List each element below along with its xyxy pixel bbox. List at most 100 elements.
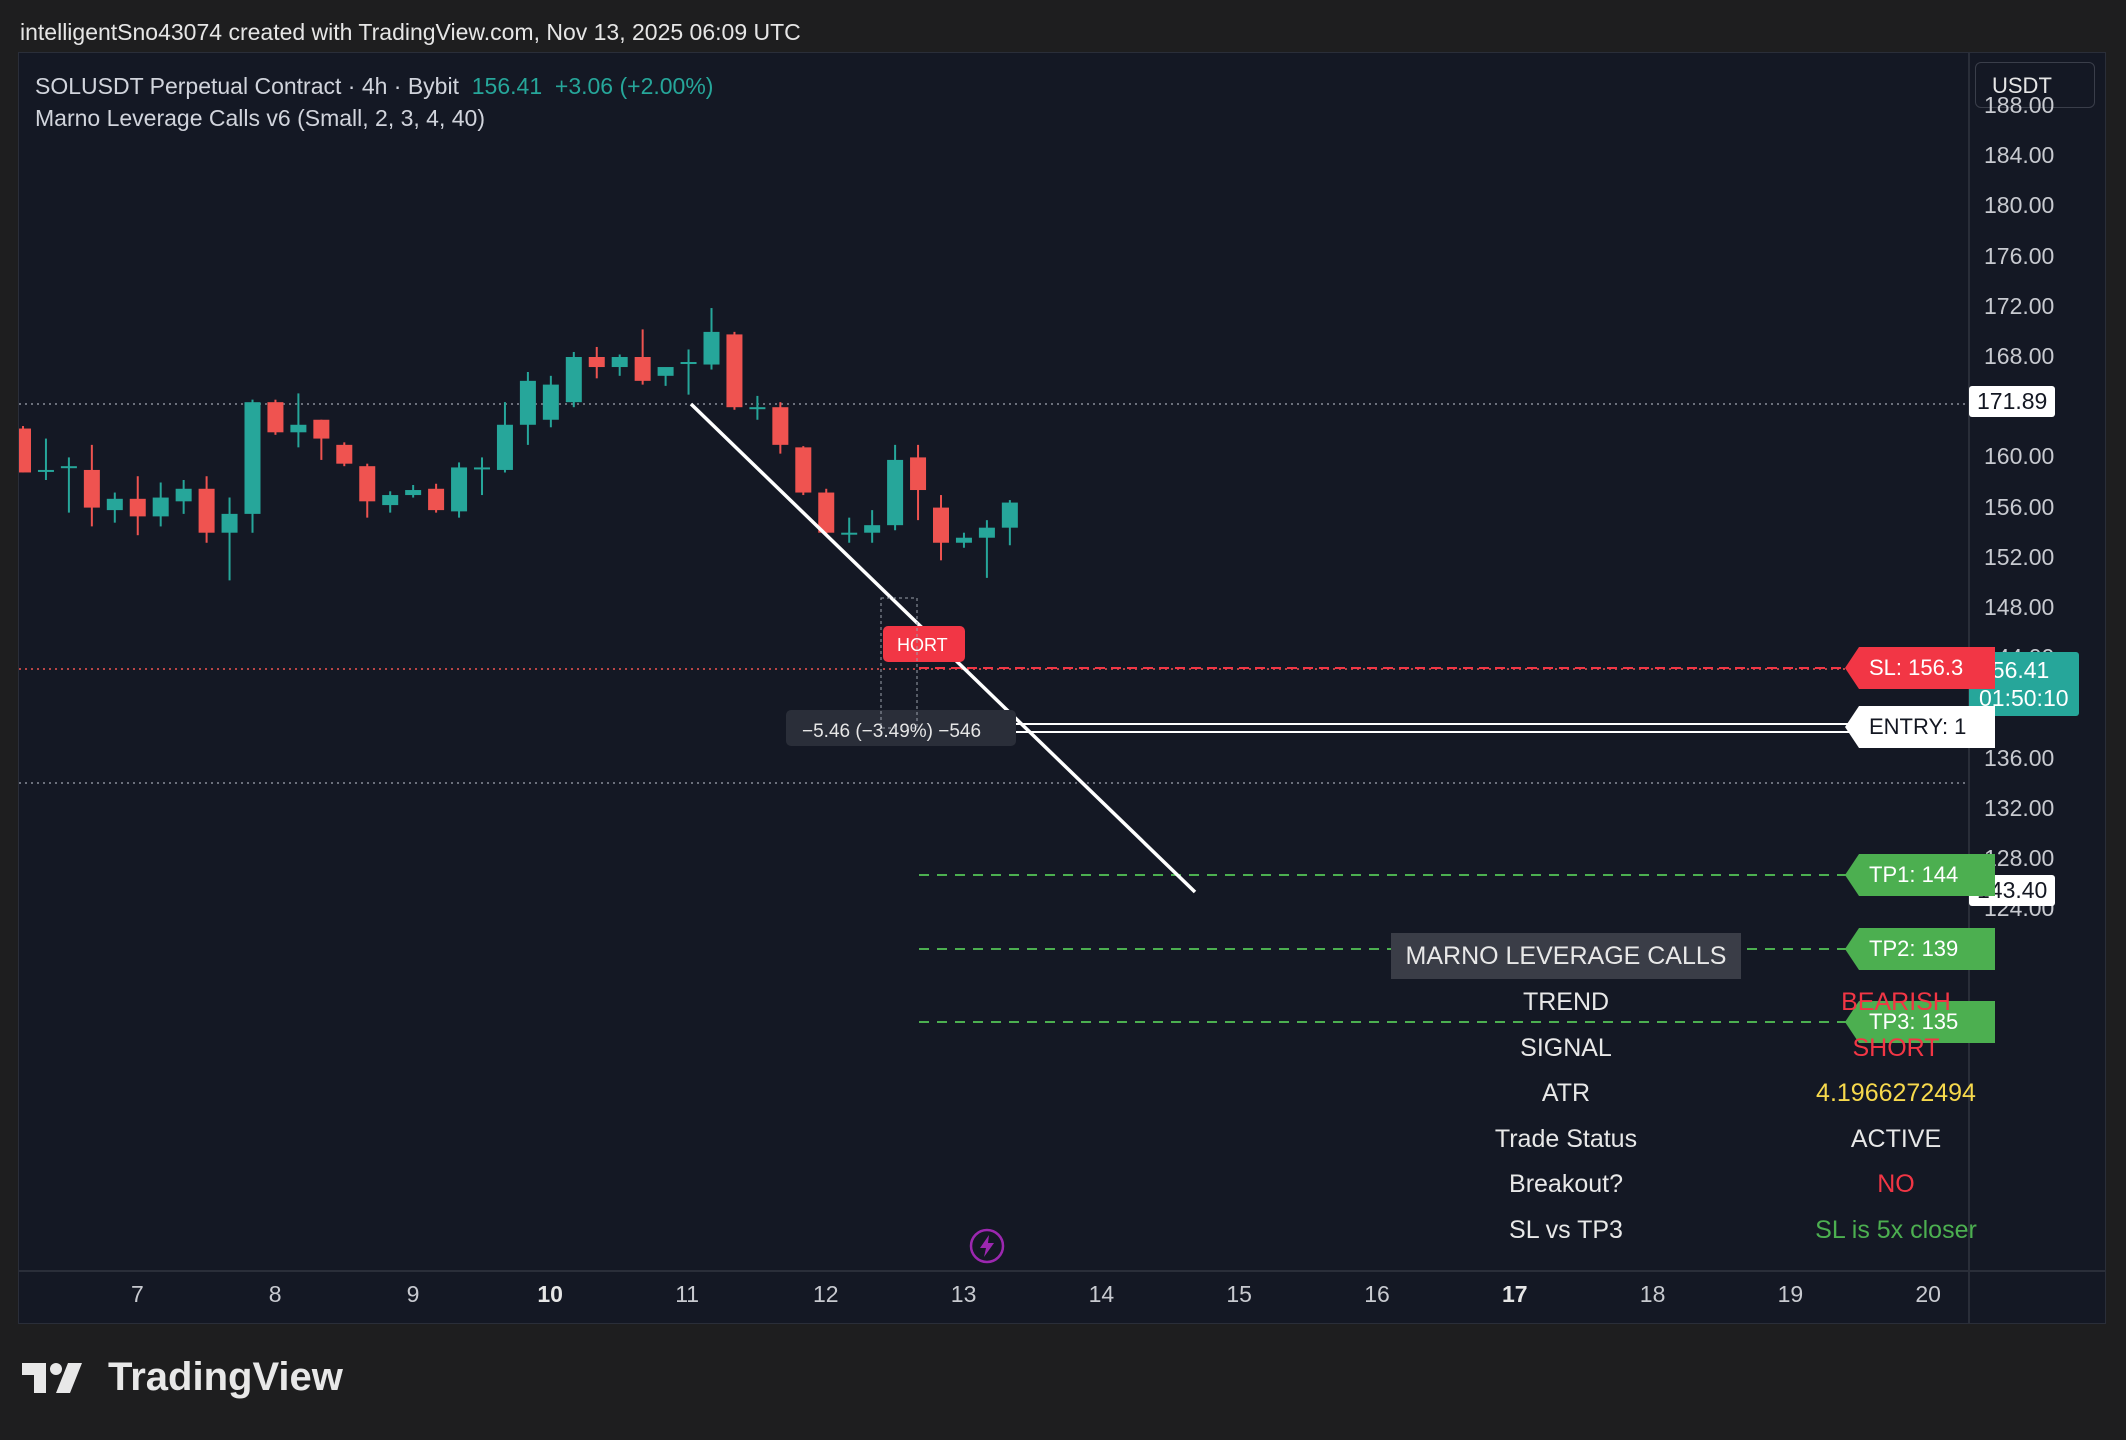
candle-body xyxy=(818,492,835,533)
candle-body xyxy=(680,362,697,365)
candle-body xyxy=(451,467,468,512)
info-table-row: TREND BEARISH xyxy=(1391,988,2011,1028)
candle-body xyxy=(795,447,812,493)
candle-body xyxy=(37,469,54,472)
date-axis-label: 16 xyxy=(1364,1281,1390,1307)
info-row-key: Breakout? xyxy=(1509,1170,1623,1198)
tradingview-logo[interactable]: TradingView xyxy=(22,1355,343,1400)
indicator-legend[interactable]: Marno Leverage Calls v6 (Small, 2, 3, 4,… xyxy=(35,105,485,131)
candle-body xyxy=(519,380,536,425)
candle-body xyxy=(106,498,123,511)
price-axis-label: 160.00 xyxy=(1984,443,2055,470)
tradingview-wordmark: TradingView xyxy=(108,1355,343,1399)
date-axis-label: 14 xyxy=(1088,1281,1115,1307)
date-axis-label: 10 xyxy=(537,1281,563,1307)
date-axis-label: 12 xyxy=(813,1281,839,1307)
chart-caption: intelligentSno43074 created with Trading… xyxy=(20,19,801,45)
sl-label: SL: 156.3 xyxy=(1845,647,1995,689)
candle-body xyxy=(910,457,927,491)
currency-selector[interactable]: USDT xyxy=(1975,62,2095,108)
price-axis-label: 172.00 xyxy=(1984,292,2055,319)
symbol-legend[interactable]: SOLUSDT Perpetual Contract · 4h · Bybit … xyxy=(35,73,713,100)
date-axis-label: 18 xyxy=(1639,1281,1666,1307)
candle-body xyxy=(565,357,582,403)
info-row-value: ACTIVE xyxy=(1850,1124,1942,1153)
date-axis-label: 11 xyxy=(675,1281,700,1307)
info-row-key: SL vs TP3 xyxy=(1509,1215,1623,1244)
info-row-value: BEARISH xyxy=(1841,988,1951,1016)
price-axis-label: 152.00 xyxy=(1984,543,2055,570)
price-axis-label: 148.00 xyxy=(1984,594,2055,620)
date-axis-label: 9 xyxy=(406,1281,420,1307)
info-row-value: NO xyxy=(1877,1170,1915,1198)
candle-body xyxy=(772,407,789,445)
date-axis-label: 19 xyxy=(1777,1281,1804,1307)
candle-body xyxy=(60,466,77,469)
info-table-row: ATR 4.1966272494 xyxy=(1391,1079,2011,1119)
bolt-icon[interactable] xyxy=(969,1228,1005,1264)
price-axis-label: 168.00 xyxy=(1984,343,2055,369)
info-table-row: SIGNAL SHORT xyxy=(1391,1034,2011,1074)
short-signal-label-bg xyxy=(883,626,965,662)
info-table-title: MARNO LEVERAGE CALLS xyxy=(1391,933,1741,979)
entry-label: ENTRY: 1 xyxy=(1845,706,1995,748)
candle-body xyxy=(198,488,215,533)
price-axis-label: 132.00 xyxy=(1984,794,2055,821)
symbol-name[interactable]: SOLUSDT Perpetual Contract · 4h · Bybit xyxy=(35,73,459,99)
price-axis-label: 156.00 xyxy=(1984,493,2055,520)
price-axis-label: 184.00 xyxy=(1984,142,2055,169)
date-axis-label: 20 xyxy=(1915,1281,1941,1307)
last-price: 156.41 xyxy=(471,73,543,99)
candle-body xyxy=(542,384,559,420)
candle-body xyxy=(657,367,674,376)
info-row-value: 4.1966272494 xyxy=(1816,1079,1976,1107)
candle-body xyxy=(841,532,858,535)
info-row-key: SIGNAL xyxy=(1520,1033,1612,1062)
candle-body xyxy=(382,495,399,506)
info-row-key: ATR xyxy=(1541,1079,1591,1107)
candle-body xyxy=(336,444,353,464)
info-row-value: SL is 5x closer xyxy=(1815,1215,1977,1244)
tp3-label: TP3: 135 xyxy=(1845,1001,1995,1043)
candle-body xyxy=(887,459,904,526)
candle-body xyxy=(749,407,766,410)
candles-group xyxy=(19,308,1018,581)
high-price-tag: 171.89 xyxy=(1969,386,2056,417)
price-change: +3.06 (+2.00%) xyxy=(554,73,714,99)
candle-body xyxy=(703,331,720,365)
candle-body xyxy=(313,419,330,439)
candle-body xyxy=(244,402,261,514)
info-table-row: SL vs TP3 SL is 5x closer xyxy=(1391,1216,2011,1256)
candle-body xyxy=(978,527,995,538)
price-axis-label: 180.00 xyxy=(1984,192,2055,219)
candle-body xyxy=(19,428,31,473)
candle-body xyxy=(267,402,284,433)
candle-body xyxy=(428,488,445,511)
candle-body xyxy=(933,507,949,543)
date-axis-label: 13 xyxy=(950,1281,977,1307)
info-row-value: SHORT xyxy=(1852,1033,1940,1062)
candle-body xyxy=(83,469,100,508)
info-table-row: Breakout? NO xyxy=(1391,1170,2011,1210)
date-axis-label: 15 xyxy=(1226,1281,1252,1307)
price-axis-label: 188.00 xyxy=(1984,92,2055,118)
candle-body xyxy=(588,357,605,368)
info-row-key: TREND xyxy=(1522,988,1610,1016)
candle-body xyxy=(474,467,490,470)
price-chart[interactable]: −5.46 (−3.49%) −546 HORT xyxy=(19,53,2106,1324)
price-axis-label: 128.00 xyxy=(1984,845,2055,871)
candle-body xyxy=(955,537,972,543)
candle-body xyxy=(611,357,628,368)
candle-body xyxy=(405,490,422,496)
candle-body xyxy=(152,497,169,517)
candle-body xyxy=(726,334,743,408)
price-axis-label: 176.00 xyxy=(1984,242,2055,269)
chart-frame[interactable]: −5.46 (−3.49%) −546 HORT SOLUSDT Perpetu… xyxy=(18,52,2106,1324)
tp1-label: TP1: 144 xyxy=(1845,854,1995,896)
tp2-label: TP2: 139 xyxy=(1845,928,1995,970)
date-axis-label: 7 xyxy=(131,1281,144,1307)
crosshair-marker xyxy=(880,597,918,729)
candle-body xyxy=(634,357,651,381)
short-signal-label: HORT xyxy=(897,635,948,655)
candle-body xyxy=(290,424,307,433)
